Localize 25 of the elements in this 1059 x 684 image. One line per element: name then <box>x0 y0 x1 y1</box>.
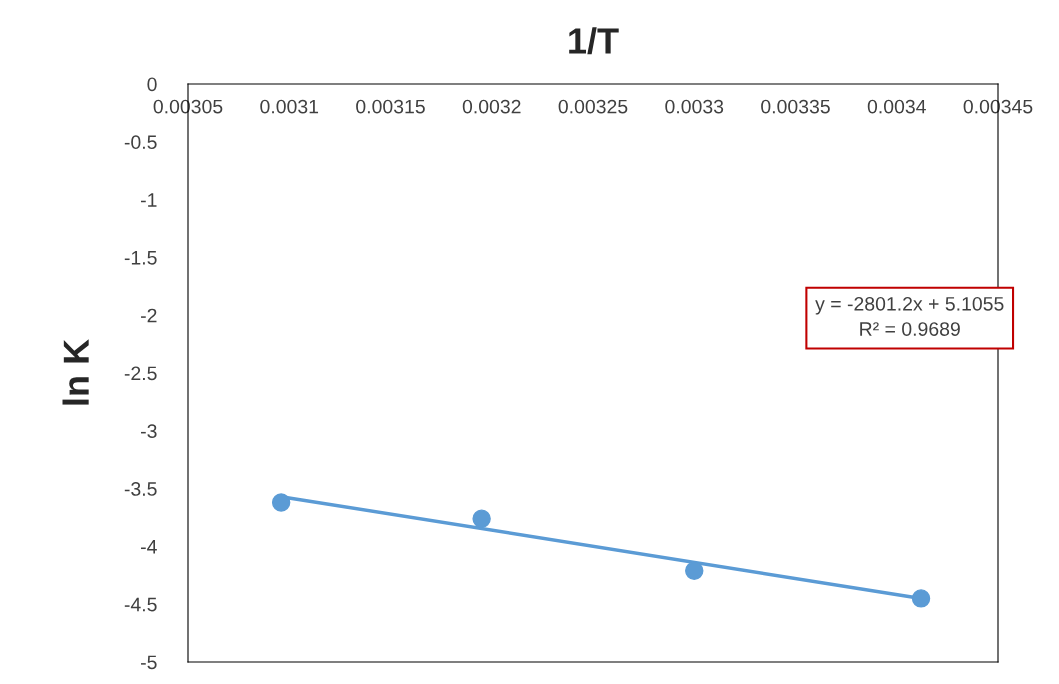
y-tick-label: 0 <box>147 77 157 92</box>
y-tick-label: -1.5 <box>124 251 157 265</box>
y-tick-label: -0.5 <box>124 135 157 150</box>
y-tick-label: -4 <box>141 540 157 554</box>
x-tick-label: 0.0034 <box>867 99 926 114</box>
y-tick-label: -2 <box>141 308 157 323</box>
point <box>685 561 704 580</box>
point <box>911 589 931 608</box>
y-tick-label: -1 <box>141 193 157 207</box>
x-tick-label: 0.0031 <box>260 99 319 114</box>
y-tick-label: -4.5 <box>124 597 157 612</box>
y-axis-title: ln K <box>62 339 89 405</box>
y-tick-label: -2.5 <box>124 366 157 381</box>
x-tick-label: 0.0033 <box>665 99 724 114</box>
point <box>271 493 291 512</box>
x-tick-label: 0.00315 <box>356 99 425 114</box>
y-tick-label: -3.5 <box>124 482 157 496</box>
x-tick-label: 0.0032 <box>462 99 521 114</box>
x-tick-label: 0.00325 <box>558 99 628 114</box>
y-tick-label: -5 <box>141 655 157 670</box>
x-tick-label: 0.00335 <box>761 99 830 114</box>
y-tick-label: -3 <box>141 424 157 439</box>
point <box>472 509 491 528</box>
x-axis-title: 1/T <box>569 27 619 55</box>
annotation: y = -2801.2x + 5.1055 R² = 0.9689 <box>815 296 1004 336</box>
